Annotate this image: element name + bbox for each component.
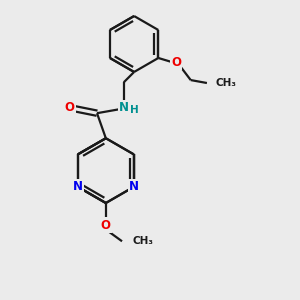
Text: N: N xyxy=(129,180,139,193)
Text: CH₃: CH₃ xyxy=(132,236,153,246)
Text: N: N xyxy=(119,101,129,114)
Text: H: H xyxy=(130,105,139,115)
Text: N: N xyxy=(73,180,83,193)
Text: O: O xyxy=(64,101,75,114)
Text: O: O xyxy=(101,219,111,232)
Text: CH₃: CH₃ xyxy=(216,78,237,88)
Text: O: O xyxy=(171,56,181,69)
